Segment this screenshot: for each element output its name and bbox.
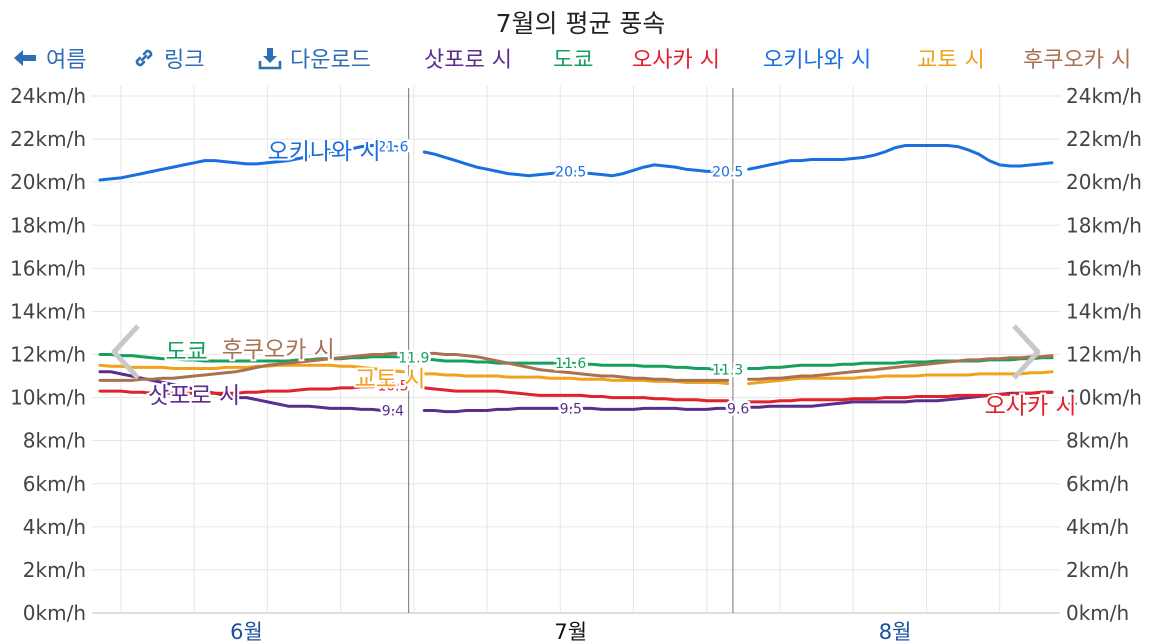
series-line — [98, 383, 405, 395]
y-tick-label-right: 4km/h — [1066, 515, 1129, 539]
data-value-label: 9.6 — [727, 401, 749, 417]
series-line — [98, 351, 405, 382]
series-line — [422, 386, 730, 403]
series-line — [422, 406, 730, 414]
y-tick-label-right: 8km/h — [1066, 429, 1129, 453]
series-line — [747, 390, 1054, 404]
data-value-label: 20.5 — [555, 164, 586, 180]
arrow-left-icon — [14, 50, 36, 66]
series-name-label: 삿포로 시 — [148, 383, 240, 409]
y-tick-label-left: 4km/h — [23, 515, 86, 539]
y-tick-label-left: 12km/h — [10, 343, 86, 367]
y-tick-label-left: 14km/h — [10, 299, 86, 323]
data-value-label: 11.6 — [555, 356, 586, 372]
link-button[interactable]: 링크 — [132, 42, 204, 74]
next-month-arrow-icon[interactable] — [1006, 322, 1046, 382]
series-name-label: 오사카 시 — [985, 393, 1077, 419]
series-line — [422, 372, 730, 386]
y-tick-label-left: 24km/h — [10, 84, 86, 108]
data-value-label: 10.5 — [377, 379, 408, 395]
legend-item-fukuoka[interactable]: 후쿠오카 시 — [1023, 48, 1132, 73]
month-dividers — [408, 88, 734, 613]
y-tick-label-left: 0km/h — [23, 601, 86, 625]
x-month-label: 8월 — [879, 620, 912, 644]
data-value-label: 20.5 — [712, 164, 743, 180]
y-tick-label-right: 6km/h — [1066, 472, 1129, 496]
download-button[interactable]: 다운로드 — [258, 42, 371, 74]
legend-item-okinawa[interactable]: 오키나와 시 — [763, 48, 872, 73]
data-value-label: 11.9 — [398, 351, 429, 367]
back-label: 여름 — [46, 48, 87, 73]
y-axis-left: 0km/h 2km/h 4km/h 6km/h 8km/h 10km/h 12km/h 14k… — [10, 84, 86, 625]
y-tick-label-right: 20km/h — [1066, 170, 1142, 194]
y-tick-label-right: 16km/h — [1066, 256, 1142, 280]
data-value-label: 21.6 — [377, 140, 408, 156]
series-name-label: 후쿠오카 시 — [222, 337, 335, 363]
series-line — [98, 144, 405, 182]
download-label: 다운로드 — [290, 48, 371, 73]
data-value-label: 11.3 — [712, 363, 743, 379]
y-tick-label-left: 22km/h — [10, 127, 86, 151]
y-axis-right: 0km/h 2km/h 4km/h 6km/h 8km/h 10km/h 12km/h 14k… — [1066, 84, 1142, 625]
series-line — [98, 363, 405, 374]
chart-title: 7월의 평균 풍속 — [495, 9, 666, 38]
y-tick-label-left: 16km/h — [10, 256, 86, 280]
legend-item-kyoto[interactable]: 교토 시 — [917, 48, 985, 73]
y-tick-label-left: 8km/h — [23, 429, 86, 453]
series-line — [422, 357, 730, 372]
y-tick-label-right: 10km/h — [1066, 386, 1142, 410]
link-label: 링크 — [164, 48, 205, 73]
y-tick-label-right: 2km/h — [1066, 558, 1129, 582]
y-tick-label-right: 22km/h — [1066, 127, 1142, 151]
back-button[interactable]: 여름 — [12, 42, 86, 74]
y-tick-label-left: 6km/h — [23, 472, 86, 496]
toolbar: 여름 링크 다운로드 삿포로 시 도쿄 오사카 시 오키나와 시 교토 시 후쿠… — [0, 42, 1161, 76]
legend-item-osaka[interactable]: 오사카 시 — [632, 48, 720, 73]
series-line — [422, 351, 730, 382]
download-icon — [258, 48, 282, 70]
link-icon — [135, 49, 153, 67]
series-line — [747, 144, 1054, 171]
y-tick-label-right: 18km/h — [1066, 213, 1142, 237]
value-labels: 9.4 9.5 9.6 11.9 11.6 11.3 10.5 21.6 20.5 20.5 — [375, 137, 752, 422]
series-line — [747, 354, 1054, 381]
y-tick-label-left: 20km/h — [10, 170, 86, 194]
x-axis: 6월 7월 8월 — [230, 620, 911, 644]
y-tick-label-right: 14km/h — [1066, 299, 1142, 323]
legend-item-sapporo[interactable]: 삿포로 시 — [424, 48, 512, 73]
x-month-label: 6월 — [230, 620, 263, 644]
y-tick-label-right: 12km/h — [1066, 343, 1142, 367]
x-month-label: 7월 — [554, 620, 587, 644]
series-name-label: 도쿄 — [165, 339, 207, 365]
data-value-label: 9.4 — [382, 404, 404, 420]
y-tick-label-right: 24km/h — [1066, 84, 1142, 108]
y-tick-label-left: 10km/h — [10, 386, 86, 410]
previous-month-arrow-icon[interactable] — [106, 322, 146, 382]
series-name-label: 교토 시 — [355, 367, 426, 393]
y-tick-label-left: 2km/h — [23, 558, 86, 582]
series-name-label: 오키나와 시 — [268, 139, 381, 165]
series-lines — [98, 144, 1054, 414]
legend-item-tokyo[interactable]: 도쿄 — [553, 48, 594, 73]
series-line — [747, 370, 1054, 386]
y-tick-label-right: 0km/h — [1066, 601, 1129, 625]
series-line — [422, 150, 730, 178]
data-value-label: 9.5 — [560, 401, 582, 417]
y-tick-label-left: 18km/h — [10, 213, 86, 237]
